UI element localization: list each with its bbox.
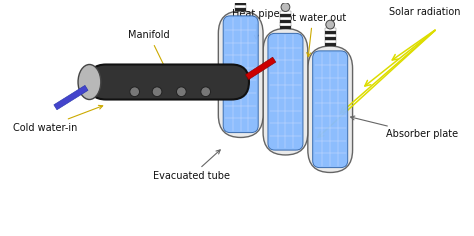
Circle shape bbox=[326, 20, 335, 29]
Text: Evacuated tube: Evacuated tube bbox=[153, 150, 229, 181]
Text: Cold water-in: Cold water-in bbox=[13, 105, 103, 133]
Bar bbox=[325, 34, 336, 37]
FancyBboxPatch shape bbox=[223, 16, 258, 133]
FancyBboxPatch shape bbox=[263, 29, 308, 155]
Bar bbox=[325, 28, 336, 31]
Bar bbox=[236, 0, 246, 2]
Bar bbox=[325, 37, 336, 40]
Bar bbox=[280, 14, 291, 17]
Bar bbox=[280, 25, 291, 29]
Bar bbox=[236, 5, 246, 8]
Bar bbox=[325, 31, 336, 34]
Text: Hot water out: Hot water out bbox=[279, 13, 346, 57]
Circle shape bbox=[152, 87, 162, 97]
FancyBboxPatch shape bbox=[313, 51, 348, 168]
FancyArrow shape bbox=[54, 85, 88, 110]
Bar bbox=[280, 17, 291, 20]
Circle shape bbox=[281, 3, 290, 12]
FancyBboxPatch shape bbox=[89, 64, 249, 100]
FancyArrow shape bbox=[246, 57, 276, 80]
Bar bbox=[280, 20, 291, 23]
Bar bbox=[236, 2, 246, 5]
Bar bbox=[325, 40, 336, 43]
FancyBboxPatch shape bbox=[268, 33, 303, 150]
Circle shape bbox=[176, 87, 186, 97]
Ellipse shape bbox=[78, 64, 101, 100]
Circle shape bbox=[130, 87, 139, 97]
Circle shape bbox=[201, 87, 210, 97]
Bar bbox=[280, 22, 291, 25]
FancyBboxPatch shape bbox=[308, 46, 353, 173]
Text: Heat pipe: Heat pipe bbox=[232, 9, 280, 39]
Bar bbox=[280, 11, 291, 14]
Bar bbox=[236, 8, 246, 11]
Text: Absorber plate: Absorber plate bbox=[351, 116, 458, 139]
FancyBboxPatch shape bbox=[219, 11, 263, 137]
Text: Manifold: Manifold bbox=[128, 30, 170, 72]
Text: Solar radiation: Solar radiation bbox=[389, 7, 460, 17]
Bar bbox=[325, 43, 336, 46]
